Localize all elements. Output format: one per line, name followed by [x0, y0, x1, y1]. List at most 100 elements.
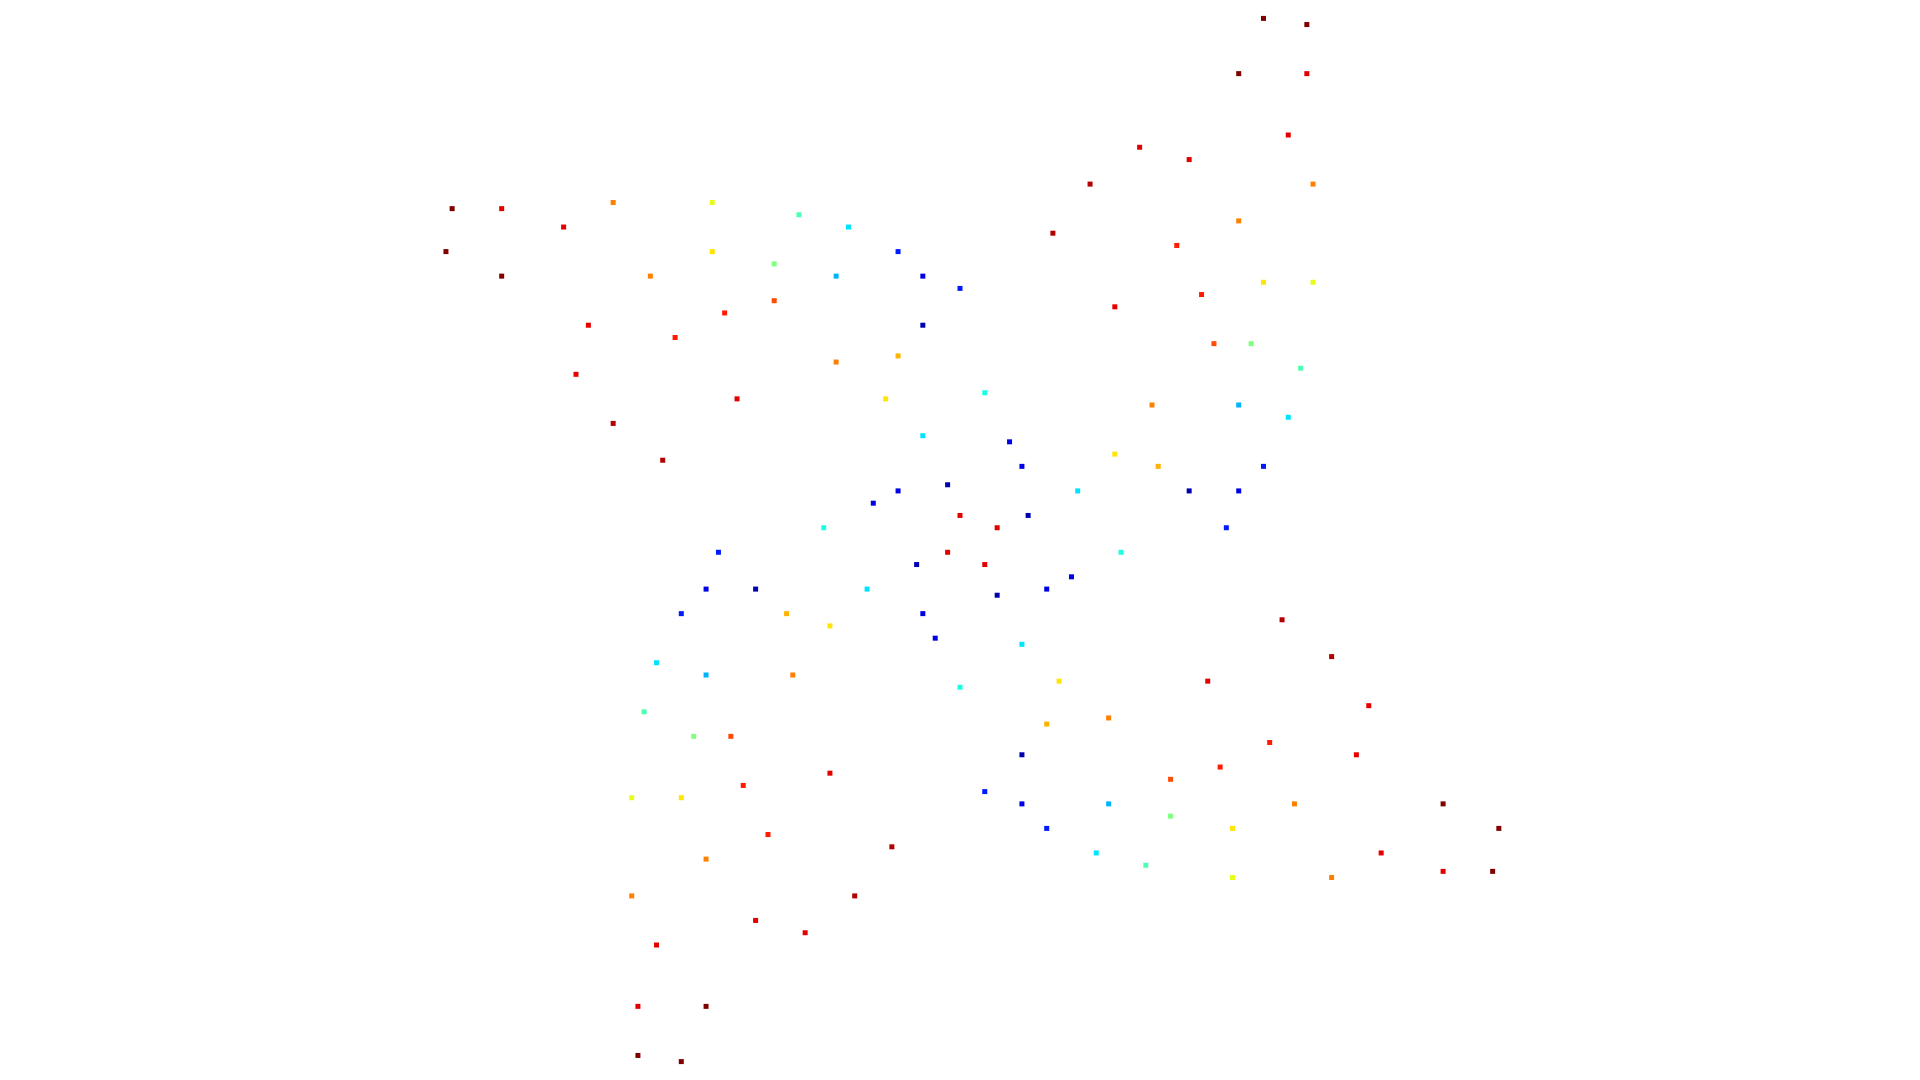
point	[1304, 22, 1310, 28]
point	[753, 586, 759, 592]
point	[1149, 402, 1155, 408]
point	[610, 420, 616, 426]
point	[635, 1052, 641, 1058]
point	[678, 611, 684, 617]
point	[864, 586, 870, 592]
point	[443, 249, 449, 255]
point	[802, 930, 808, 936]
point	[1174, 242, 1180, 248]
point	[1230, 825, 1236, 831]
point	[771, 261, 777, 267]
point	[1205, 678, 1211, 684]
point	[1019, 641, 1025, 647]
point	[1291, 801, 1297, 807]
point	[994, 592, 1000, 598]
point	[1211, 341, 1217, 347]
point	[1236, 218, 1242, 224]
point	[728, 733, 734, 739]
point	[1044, 586, 1050, 592]
point	[635, 1003, 641, 1009]
point	[449, 206, 455, 212]
point	[1025, 512, 1031, 518]
point	[870, 500, 876, 506]
point	[1236, 71, 1242, 77]
point	[1186, 157, 1192, 163]
point	[703, 856, 709, 862]
point	[1143, 862, 1149, 868]
point	[1106, 715, 1112, 721]
point	[945, 482, 951, 488]
point	[709, 249, 715, 255]
point	[982, 390, 988, 396]
point	[889, 844, 895, 850]
point	[883, 396, 889, 402]
point	[1093, 850, 1099, 856]
point	[1186, 488, 1192, 494]
point	[709, 200, 715, 205]
point	[499, 273, 505, 279]
point	[1075, 488, 1081, 494]
point	[1248, 341, 1254, 347]
point	[1019, 463, 1025, 469]
point	[827, 770, 833, 776]
point	[957, 684, 963, 690]
point	[1044, 721, 1050, 727]
point	[852, 893, 858, 899]
point	[914, 562, 920, 568]
point	[945, 549, 951, 555]
point	[1260, 15, 1266, 21]
point	[920, 611, 926, 617]
point	[1236, 402, 1242, 408]
point	[895, 249, 901, 255]
point	[796, 212, 802, 218]
point	[1019, 752, 1025, 758]
point	[1112, 451, 1118, 457]
point	[1298, 365, 1304, 371]
point	[1310, 279, 1316, 285]
point	[641, 709, 647, 715]
point	[499, 206, 505, 212]
point	[1050, 230, 1056, 236]
point	[1223, 525, 1229, 531]
point	[1106, 801, 1112, 807]
point	[920, 433, 926, 439]
point	[1285, 414, 1291, 420]
point	[1310, 181, 1316, 187]
point	[1353, 752, 1359, 758]
point	[1155, 463, 1161, 469]
point	[1329, 654, 1335, 660]
point	[1230, 875, 1236, 880]
point	[1260, 463, 1266, 469]
point	[1260, 279, 1266, 285]
point	[1440, 868, 1446, 874]
point	[753, 917, 759, 923]
point	[715, 549, 721, 555]
point	[895, 353, 901, 359]
point	[1056, 678, 1062, 684]
point	[1440, 801, 1446, 807]
point	[957, 512, 963, 518]
point	[1044, 825, 1050, 831]
point	[1007, 439, 1013, 445]
point	[1199, 292, 1205, 298]
point	[703, 672, 709, 678]
point	[932, 635, 938, 641]
point	[994, 525, 1000, 531]
point	[1118, 549, 1124, 555]
point	[765, 832, 771, 838]
point	[1279, 617, 1285, 623]
point	[672, 335, 678, 340]
point	[1168, 813, 1174, 819]
point	[1496, 825, 1502, 831]
point	[1217, 764, 1223, 770]
point	[561, 224, 567, 230]
point	[1019, 801, 1025, 807]
point	[647, 273, 653, 279]
point	[703, 1003, 709, 1009]
point	[654, 660, 660, 666]
point	[734, 396, 740, 402]
point	[1378, 850, 1384, 856]
point	[703, 586, 709, 592]
